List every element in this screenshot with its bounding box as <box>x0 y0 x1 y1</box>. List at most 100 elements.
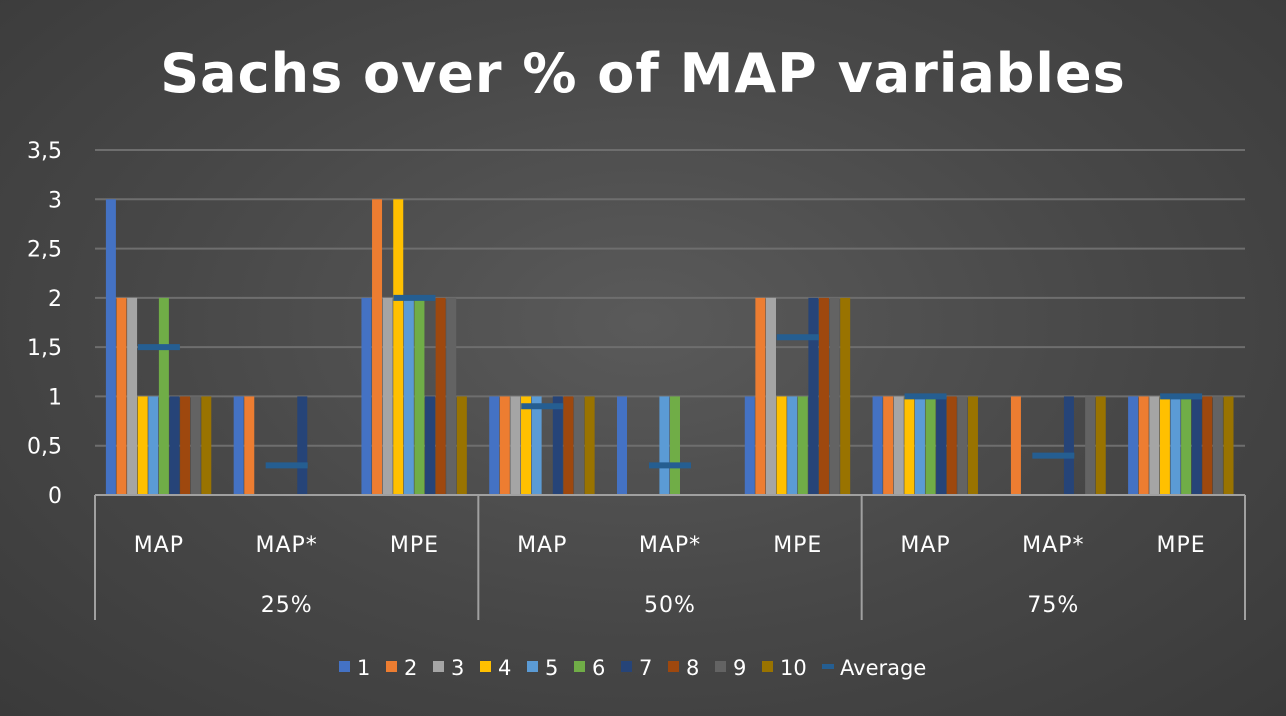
y-tick-label: 3 <box>48 188 62 213</box>
bar <box>531 396 542 495</box>
legend-item: 10 <box>762 656 807 680</box>
bar <box>244 396 255 495</box>
chart-title: Sachs over % of MAP variables <box>160 42 1125 105</box>
bar <box>967 396 978 495</box>
bar <box>574 396 585 495</box>
bar <box>744 396 755 495</box>
bar <box>1063 396 1074 495</box>
bar <box>1010 396 1021 495</box>
bar <box>1212 396 1223 495</box>
legend-item: 7 <box>621 656 652 680</box>
bar <box>158 297 169 495</box>
bar <box>499 396 510 495</box>
bar <box>1095 396 1106 495</box>
bar <box>190 396 201 495</box>
bar <box>904 396 915 495</box>
legend-item: 8 <box>668 656 699 680</box>
x-tick-label: MAP* <box>1022 533 1084 558</box>
x-tick-label: MPE <box>773 533 822 558</box>
bar <box>201 396 212 495</box>
legend-item: 9 <box>715 656 746 680</box>
bar <box>116 297 127 495</box>
bar <box>148 396 159 495</box>
x-tick-label: MAP <box>134 533 184 558</box>
bar <box>425 396 436 495</box>
legend-item: 2 <box>386 656 417 680</box>
y-tick-label: 0,5 <box>27 435 62 460</box>
legend-item: 4 <box>480 656 511 680</box>
legend-swatch <box>621 661 632 672</box>
bar <box>818 297 829 495</box>
bar <box>914 396 925 495</box>
x-tick-label: MAP <box>900 533 950 558</box>
bar <box>1085 396 1096 495</box>
legend-swatch <box>527 661 538 672</box>
bar <box>893 396 904 495</box>
legend-swatch <box>480 661 491 672</box>
x-tick-label: MPE <box>390 533 439 558</box>
bar <box>552 396 563 495</box>
bar <box>670 396 680 495</box>
legend-swatch <box>433 661 444 672</box>
bar <box>372 199 383 496</box>
y-tick-label: 1 <box>48 385 62 410</box>
group-label: 50% <box>644 593 696 618</box>
legend-swatch <box>339 661 350 672</box>
bar <box>936 396 947 495</box>
bar <box>797 396 808 495</box>
x-tick-label: MAP* <box>256 533 318 558</box>
bar <box>361 297 372 495</box>
y-tick-label: 1,5 <box>27 336 62 361</box>
bar <box>776 396 787 495</box>
bar <box>137 396 148 495</box>
legend-item: Average <box>822 656 926 680</box>
bar <box>1223 396 1234 495</box>
legend-label: 5 <box>545 656 558 680</box>
group-label: 75% <box>1027 593 1079 618</box>
bar <box>563 396 574 495</box>
legend-swatch <box>668 661 679 672</box>
bar <box>1191 396 1202 495</box>
bar <box>755 297 766 495</box>
bar <box>382 297 393 495</box>
legend-label: 6 <box>592 656 605 680</box>
legend-label: 2 <box>404 656 417 680</box>
y-tick-label: 0 <box>48 484 62 509</box>
bar <box>1138 396 1149 495</box>
bar <box>787 396 798 495</box>
bar <box>659 396 670 495</box>
bar <box>489 396 500 495</box>
bar <box>840 297 851 495</box>
bar <box>946 396 957 495</box>
legend-label: 3 <box>451 656 464 680</box>
bar <box>1149 396 1160 495</box>
x-tick-label: MPE <box>1157 533 1206 558</box>
legend-swatch <box>715 661 726 672</box>
bar <box>1159 396 1170 495</box>
bar <box>1181 396 1192 495</box>
bar <box>105 199 116 496</box>
legend: 1 2 3 4 5 6 7 8 9 10 Average <box>339 656 926 680</box>
bar <box>127 297 138 495</box>
legend-label: Average <box>840 656 926 680</box>
bar <box>403 297 414 495</box>
legend-label: 1 <box>357 656 370 680</box>
legend-swatch <box>762 661 773 672</box>
bar <box>414 297 425 495</box>
bar <box>180 396 191 495</box>
bars <box>105 199 1234 496</box>
y-tick-label: 2 <box>48 287 62 312</box>
bar <box>1170 396 1181 495</box>
bar <box>297 396 308 495</box>
bar <box>1128 396 1139 495</box>
bar <box>456 396 467 495</box>
legend-label: 9 <box>733 656 746 680</box>
bar <box>872 396 883 495</box>
legend-swatch <box>822 664 834 669</box>
bar <box>1202 396 1213 495</box>
legend-label: 4 <box>498 656 511 680</box>
legend-label: 8 <box>686 656 699 680</box>
bar <box>957 396 968 495</box>
legend-item: 3 <box>433 656 464 680</box>
